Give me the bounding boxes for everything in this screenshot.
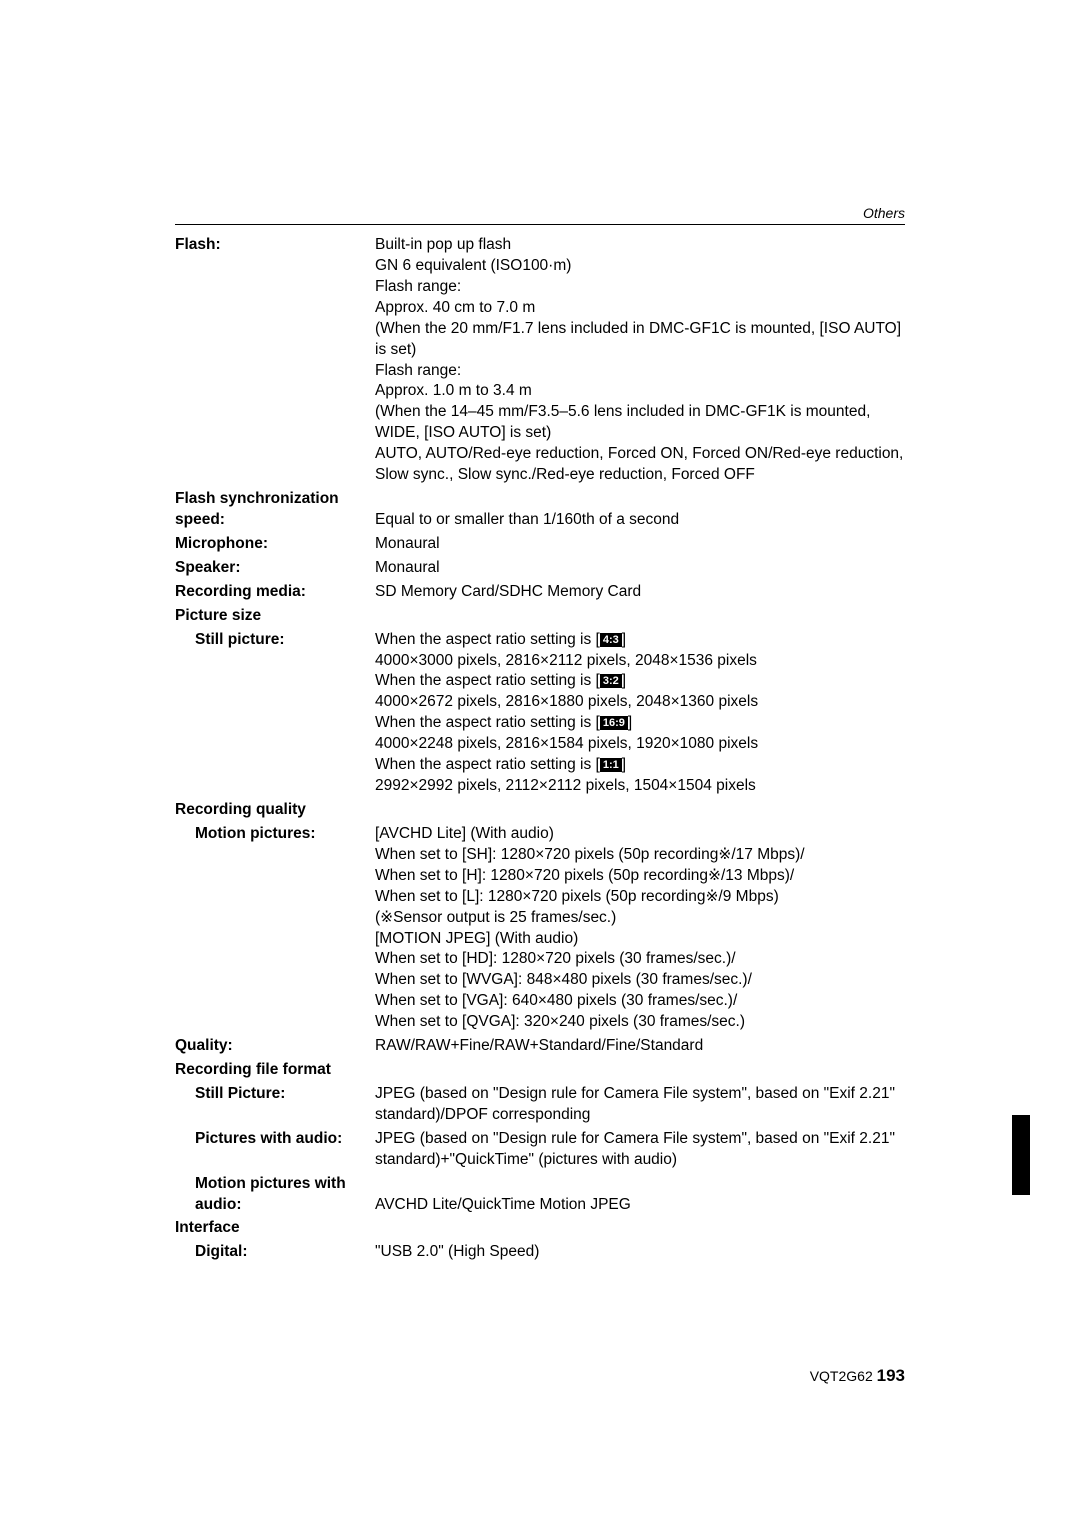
spec-label: Quality: (175, 1036, 375, 1057)
spec-label: Pictures with audio: (175, 1129, 375, 1171)
ratio-pixels: 4000×2248 pixels, 2816×1584 pixels, 1920… (375, 734, 905, 755)
spec-label: Flash synchronization speed: (175, 489, 375, 531)
spec-value (375, 1060, 905, 1081)
spec-label: Speaker: (175, 558, 375, 579)
spec-label: Microphone: (175, 534, 375, 555)
section-header: Others (175, 205, 905, 225)
spec-row-quality: Quality: RAW/RAW+Fine/RAW+Standard/Fine/… (175, 1036, 905, 1057)
flash-line: (When the 14–45 mm/F3.5–5.6 lens include… (375, 402, 905, 444)
aspect-ratio-icon: 16:9 (600, 716, 628, 730)
spec-row-digital: Digital: "USB 2.0" (High Speed) (175, 1242, 905, 1263)
spec-value: JPEG (based on "Design rule for Camera F… (375, 1084, 905, 1126)
spec-label: Flash: (175, 235, 375, 486)
spec-label: Still Picture: (175, 1084, 375, 1126)
spec-row-motion-pictures: Motion pictures: [AVCHD Lite] (With audi… (175, 824, 905, 1033)
spec-row-picture-size-group: Picture size (175, 606, 905, 627)
flash-line: Approx. 40 cm to 7.0 m (375, 298, 905, 319)
spec-row-flash: Flash: Built-in pop up flash GN 6 equiva… (175, 235, 905, 486)
flash-line: Flash range: (375, 361, 905, 382)
spec-label: Motion pictures: (175, 824, 375, 1033)
aspect-ratio-icon: 4:3 (600, 633, 622, 647)
motion-line: When set to [WVGA]: 848×480 pixels (30 f… (375, 970, 905, 991)
spec-value: JPEG (based on "Design rule for Camera F… (375, 1129, 905, 1171)
spec-row-interface-group: Interface (175, 1218, 905, 1239)
ratio-pixels: 4000×2672 pixels, 2816×1880 pixels, 2048… (375, 692, 905, 713)
side-tab (1012, 1115, 1030, 1195)
spec-value: Monaural (375, 558, 905, 579)
ratio-line: When the aspect ratio setting is [4:3] (375, 630, 905, 651)
spec-value: SD Memory Card/SDHC Memory Card (375, 582, 905, 603)
ratio-pixels: 2992×2992 pixels, 2112×2112 pixels, 1504… (375, 776, 905, 797)
spec-row-speaker: Speaker: Monaural (175, 558, 905, 579)
motion-line: When set to [QVGA]: 320×240 pixels (30 f… (375, 1012, 905, 1033)
spec-group-label: Recording quality (175, 800, 375, 821)
spec-value: When the aspect ratio setting is [4:3]40… (375, 630, 905, 797)
flash-line: Flash range: (375, 277, 905, 298)
spec-row-motion-audio: Motion pictures with audio: AVCHD Lite/Q… (175, 1174, 905, 1216)
spec-value: Built-in pop up flash GN 6 equivalent (I… (375, 235, 905, 486)
aspect-ratio-icon: 3:2 (600, 674, 622, 688)
flash-line: Built-in pop up flash (375, 235, 905, 256)
flash-line: AUTO, AUTO/Red-eye reduction, Forced ON,… (375, 444, 905, 486)
spec-value: [AVCHD Lite] (With audio) When set to [S… (375, 824, 905, 1033)
spec-row-flash-sync: Flash synchronization speed: Equal to or… (175, 489, 905, 531)
motion-line: (※Sensor output is 25 frames/sec.) (375, 908, 905, 929)
spec-group-label: Picture size (175, 606, 375, 627)
spec-value: Equal to or smaller than 1/160th of a se… (375, 510, 905, 531)
spec-row-pictures-audio: Pictures with audio: JPEG (based on "Des… (175, 1129, 905, 1171)
spec-label: Motion pictures with audio: (175, 1174, 375, 1216)
motion-line: When set to [H]: 1280×720 pixels (50p re… (375, 866, 905, 887)
spec-value (375, 606, 905, 627)
spec-value: Monaural (375, 534, 905, 555)
footer-code: VQT2G62 (810, 1368, 873, 1384)
ratio-line: When the aspect ratio setting is [3:2] (375, 671, 905, 692)
page-content: Others Flash: Built-in pop up flash GN 6… (0, 0, 1080, 1263)
spec-label: Digital: (175, 1242, 375, 1263)
motion-line: When set to [HD]: 1280×720 pixels (30 fr… (375, 949, 905, 970)
motion-line: When set to [VGA]: 640×480 pixels (30 fr… (375, 991, 905, 1012)
spec-value (375, 800, 905, 821)
flash-line: (When the 20 mm/F1.7 lens included in DM… (375, 319, 905, 361)
page-footer: VQT2G62 193 (810, 1366, 905, 1386)
flash-line: Approx. 1.0 m to 3.4 m (375, 381, 905, 402)
ratio-line: When the aspect ratio setting is [16:9] (375, 713, 905, 734)
spec-row-still-picture-format: Still Picture: JPEG (based on "Design ru… (175, 1084, 905, 1126)
aspect-ratio-icon: 1:1 (600, 758, 622, 772)
footer-page-number: 193 (877, 1366, 905, 1385)
spec-value: AVCHD Lite/QuickTime Motion JPEG (375, 1195, 905, 1216)
flash-line: GN 6 equivalent (ISO100·m) (375, 256, 905, 277)
spec-value: RAW/RAW+Fine/RAW+Standard/Fine/Standard (375, 1036, 905, 1057)
spec-row-still-picture: Still picture: When the aspect ratio set… (175, 630, 905, 797)
motion-line: [MOTION JPEG] (With audio) (375, 929, 905, 950)
ratio-line: When the aspect ratio setting is [1:1] (375, 755, 905, 776)
spec-row-recording-media: Recording media: SD Memory Card/SDHC Mem… (175, 582, 905, 603)
spec-group-label: Recording file format (175, 1060, 375, 1081)
spec-row-recording-quality-group: Recording quality (175, 800, 905, 821)
spec-value (375, 1218, 905, 1239)
spec-group-label: Interface (175, 1218, 375, 1239)
motion-line: When set to [L]: 1280×720 pixels (50p re… (375, 887, 905, 908)
motion-line: When set to [SH]: 1280×720 pixels (50p r… (375, 845, 905, 866)
ratio-pixels: 4000×3000 pixels, 2816×2112 pixels, 2048… (375, 651, 905, 672)
spec-row-microphone: Microphone: Monaural (175, 534, 905, 555)
spec-value: "USB 2.0" (High Speed) (375, 1242, 905, 1263)
motion-line: [AVCHD Lite] (With audio) (375, 824, 905, 845)
spec-label: Recording media: (175, 582, 375, 603)
spec-table: Flash: Built-in pop up flash GN 6 equiva… (175, 235, 905, 1263)
spec-label: Still picture: (175, 630, 375, 797)
spec-row-file-format-group: Recording file format (175, 1060, 905, 1081)
